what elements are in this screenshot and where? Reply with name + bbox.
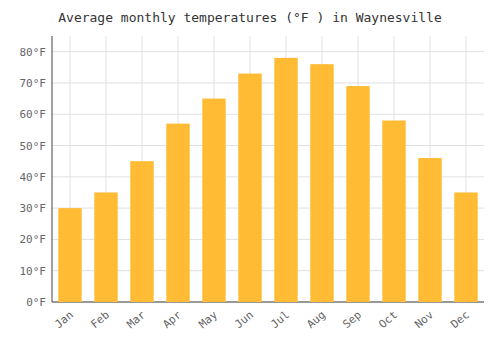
- bar: [94, 192, 117, 302]
- y-tick-label: 60°F: [20, 108, 47, 121]
- y-tick-label: 80°F: [20, 46, 47, 59]
- bar: [382, 120, 405, 302]
- x-tick-label: Jan: [52, 308, 76, 331]
- bar: [130, 161, 153, 302]
- bars: [58, 58, 477, 302]
- chart: Average monthly temperatures (°F ) in Wa…: [0, 0, 500, 350]
- bar: [454, 192, 477, 302]
- x-tick-label: Jun: [232, 308, 256, 331]
- bar: [346, 86, 369, 302]
- x-tick-label: Sep: [340, 308, 364, 331]
- y-grid-line: [52, 51, 484, 52]
- y-tick-label: 20°F: [20, 233, 47, 246]
- x-tick-label: Mar: [124, 308, 148, 331]
- y-grid-line: [52, 82, 484, 83]
- y-tick-label: 40°F: [20, 171, 47, 184]
- x-tick-label: Feb: [88, 308, 112, 331]
- bar: [166, 124, 189, 302]
- axes: 0°F 10°F 20°F 30°F 40°F 50°F 60°F 70°F 80°F Jan Fe…: [20, 36, 485, 331]
- bar: [274, 58, 297, 302]
- bar: [310, 64, 333, 302]
- x-tick-label: Aug: [304, 308, 328, 331]
- y-grid-line: [52, 145, 484, 146]
- y-tick-label: 50°F: [20, 140, 47, 153]
- bar: [418, 158, 441, 302]
- y-tick-label: 70°F: [20, 77, 47, 90]
- bar: [202, 99, 225, 302]
- x-tick-label: Jul: [268, 308, 292, 331]
- y-tick-label: 0°F: [26, 296, 46, 309]
- y-tick-label: 30°F: [20, 202, 47, 215]
- title: Average monthly temperatures (°F ) in Wa…: [58, 10, 442, 25]
- y-axis-line: [52, 36, 53, 302]
- x-tick-label: Dec: [448, 308, 472, 331]
- grid: [52, 36, 484, 302]
- x-tick-label: Nov: [412, 308, 436, 331]
- x-tick-label: May: [196, 308, 220, 331]
- y-grid-line: [52, 114, 484, 115]
- bar: [58, 208, 81, 302]
- x-tick-label: Apr: [160, 308, 184, 331]
- y-tick-label: 10°F: [20, 265, 47, 278]
- bar: [238, 74, 261, 302]
- x-tick-label: Oct: [376, 308, 400, 331]
- page: {"chart_data": {"type": "bar", "title": …: [0, 0, 500, 350]
